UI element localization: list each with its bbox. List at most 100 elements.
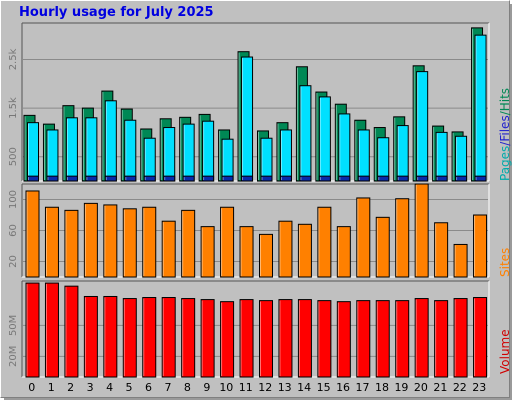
bar-sites-23 <box>473 214 488 278</box>
bar-volume-18 <box>375 300 390 378</box>
bar-volume-17 <box>356 300 371 378</box>
bar-pages-8 <box>182 175 195 182</box>
bar-pages-9 <box>202 175 215 182</box>
bar-pages-14 <box>299 175 312 182</box>
bar-pages-15 <box>318 175 331 182</box>
bar-volume-8 <box>181 298 196 378</box>
xtick-label-11: 11 <box>239 381 253 394</box>
bar-volume-10 <box>220 301 235 378</box>
bar-sites-16 <box>336 226 351 278</box>
bar-volume-9 <box>200 299 215 378</box>
ytick-label-volume-1: 50M <box>8 315 19 336</box>
chart-title: Hourly usage for July 2025 <box>19 5 214 20</box>
xtick-label-7: 7 <box>164 381 171 394</box>
bar-sites-19 <box>395 198 410 278</box>
bar-pages-20 <box>416 175 429 182</box>
bar-volume-21 <box>434 300 449 378</box>
bar-files-15 <box>318 96 331 182</box>
bar-sites-22 <box>453 243 468 278</box>
ylabel-volume: Volume <box>498 329 512 374</box>
bar-files-5 <box>124 119 137 182</box>
bar-files-8 <box>182 123 195 182</box>
bar-files-13 <box>279 129 292 182</box>
bar-pages-23 <box>474 175 487 182</box>
xtick-label-2: 2 <box>67 381 74 394</box>
bar-pages-22 <box>455 175 468 182</box>
bar-pages-21 <box>435 175 448 182</box>
xtick-label-9: 9 <box>203 381 210 394</box>
bar-sites-15 <box>317 206 332 278</box>
bar-volume-2 <box>64 285 79 378</box>
ylabel-pages: Pages <box>498 145 512 181</box>
bar-volume-16 <box>336 301 351 378</box>
bar-pages-16 <box>338 175 351 182</box>
bar-pages-3 <box>85 175 98 182</box>
panel-bg-volume <box>22 281 489 377</box>
xtick-label-19: 19 <box>394 381 408 394</box>
bar-volume-22 <box>453 298 468 378</box>
ytick-label-sites-2: 100 <box>8 190 19 209</box>
bar-sites-3 <box>83 202 98 278</box>
bar-volume-0 <box>25 282 40 378</box>
bar-sites-17 <box>356 197 371 278</box>
ylabel-sep-2: / <box>498 111 512 116</box>
xtick-label-21: 21 <box>433 381 447 394</box>
bar-files-16 <box>338 113 351 182</box>
bar-pages-1 <box>46 175 59 182</box>
panel-bg-hits <box>22 23 489 181</box>
bar-files-14 <box>299 85 312 182</box>
bar-volume-3 <box>83 295 98 378</box>
ylabel-files: Files <box>498 115 512 142</box>
bar-files-22 <box>455 135 468 182</box>
xtick-label-15: 15 <box>317 381 331 394</box>
bar-sites-20 <box>414 183 429 278</box>
ytick-label-sites-1: 60 <box>8 224 19 237</box>
bar-files-0 <box>27 122 39 182</box>
bar-volume-14 <box>297 299 312 378</box>
bar-files-4 <box>104 100 117 182</box>
bar-sites-4 <box>103 204 118 278</box>
bar-pages-6 <box>143 175 156 182</box>
bar-files-12 <box>260 137 273 182</box>
bar-pages-13 <box>279 175 292 182</box>
bar-files-1 <box>46 129 59 182</box>
bar-sites-14 <box>297 223 312 278</box>
xtick-label-10: 10 <box>219 381 233 394</box>
bar-pages-19 <box>396 175 409 182</box>
bar-sites-0 <box>25 190 40 278</box>
bar-files-2 <box>65 117 78 182</box>
xtick-label-1: 1 <box>48 381 55 394</box>
bar-volume-13 <box>278 299 293 378</box>
bar-volume-11 <box>239 299 254 378</box>
bar-files-7 <box>163 127 176 182</box>
bar-volume-4 <box>103 295 118 378</box>
ylabel-pages-files-hits: Pages/Files/Hits <box>498 88 512 181</box>
bar-volume-6 <box>142 297 157 378</box>
bar-sites-18 <box>375 216 390 278</box>
bar-volume-1 <box>44 282 59 378</box>
bar-sites-6 <box>142 206 157 278</box>
xtick-label-14: 14 <box>297 381 311 394</box>
bar-files-10 <box>221 138 234 182</box>
bar-pages-12 <box>260 175 273 182</box>
bar-pages-10 <box>221 175 234 182</box>
bar-pages-5 <box>124 175 137 182</box>
bar-files-11 <box>241 56 254 182</box>
bar-pages-0 <box>27 175 39 182</box>
bar-sites-8 <box>181 209 196 278</box>
xtick-label-16: 16 <box>336 381 350 394</box>
bar-pages-18 <box>377 175 390 182</box>
bar-sites-13 <box>278 220 293 278</box>
xtick-label-6: 6 <box>145 381 152 394</box>
bar-sites-12 <box>259 233 273 278</box>
bar-files-3 <box>85 117 98 182</box>
xtick-label-8: 8 <box>184 381 191 394</box>
bar-sites-9 <box>200 226 215 278</box>
bar-pages-4 <box>104 175 117 182</box>
bar-pages-2 <box>65 175 78 182</box>
bar-volume-12 <box>259 300 273 378</box>
xtick-label-0: 0 <box>28 381 35 394</box>
bar-files-23 <box>474 34 487 182</box>
bar-files-6 <box>143 137 156 182</box>
xtick-label-13: 13 <box>278 381 292 394</box>
